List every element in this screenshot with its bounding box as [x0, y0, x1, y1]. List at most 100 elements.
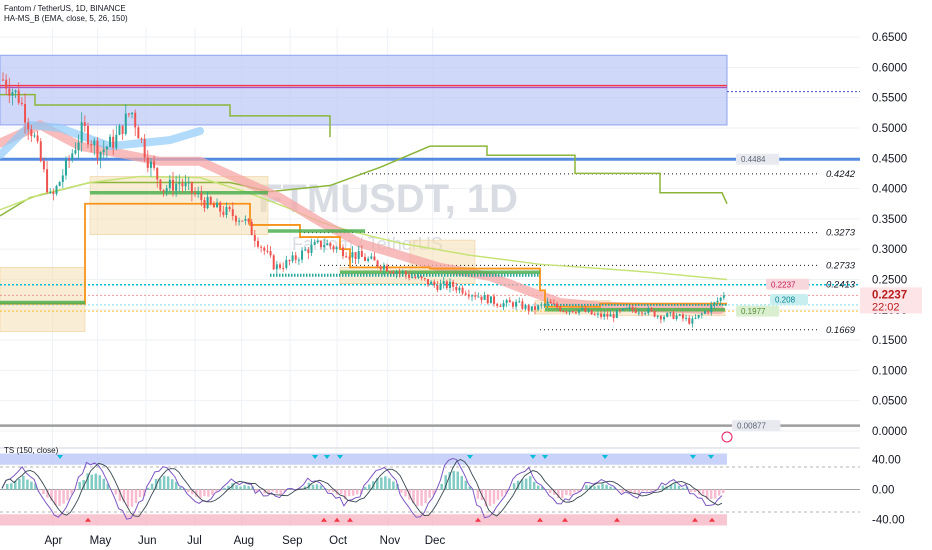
osc-histogram-bar — [150, 483, 154, 490]
candle-body — [137, 127, 140, 139]
level-label-box — [736, 153, 780, 165]
osc-axis-label: -40.00 — [872, 515, 905, 527]
candle-body — [694, 317, 697, 319]
time-axis-label: Sep — [282, 535, 302, 547]
price-axis-label: 0.1500 — [872, 335, 907, 347]
candle-body — [455, 286, 458, 291]
candle-body — [46, 169, 49, 193]
time-axis-label: Apr — [44, 535, 62, 547]
candle-body — [234, 216, 237, 222]
candle-body — [590, 310, 593, 315]
candle-body — [33, 135, 36, 137]
candle-body — [423, 278, 426, 280]
osc-histogram-bar — [170, 479, 174, 490]
candle-body — [502, 303, 505, 307]
osc-histogram-bar — [496, 489, 500, 500]
candle-body — [480, 296, 483, 300]
candle-body — [2, 79, 4, 81]
candle-body — [505, 300, 508, 304]
osc-histogram-bar — [456, 471, 460, 490]
candle-body — [357, 251, 360, 259]
osc-histogram-bar — [263, 489, 266, 494]
candle-body — [360, 251, 363, 257]
osc-histogram-bar — [303, 486, 307, 490]
candle-body — [364, 256, 366, 261]
candle-body — [68, 159, 71, 161]
candle-body — [140, 138, 143, 140]
price-axis-label: 0.3500 — [872, 214, 907, 226]
osc-buy-marker — [475, 517, 481, 522]
candle-body — [181, 183, 184, 187]
candle-body — [178, 183, 181, 185]
price-axis-label: 0.0500 — [872, 396, 907, 408]
candle-body — [644, 313, 647, 315]
osc-histogram-bar — [355, 489, 359, 495]
candle-body — [146, 157, 149, 168]
candle-body — [159, 179, 162, 190]
time-axis-label: Oct — [329, 535, 348, 547]
time-axis-label: Nov — [380, 535, 401, 547]
osc-histogram-bar — [38, 489, 41, 491]
candle-body — [304, 249, 307, 251]
candle-body — [637, 312, 640, 314]
candle-body — [382, 265, 385, 270]
osc-histogram-bar — [331, 489, 335, 492]
osc-histogram-bar — [315, 484, 319, 490]
osc-histogram-bar — [524, 478, 528, 490]
osc-histogram-bar — [396, 484, 399, 490]
osc-histogram-bar — [46, 489, 49, 498]
osc-histogram-bar — [420, 489, 423, 506]
osc-histogram-bar — [178, 487, 182, 490]
trail-step-top — [0, 93, 331, 138]
osc-histogram-bar — [705, 489, 709, 500]
candle-body — [596, 313, 599, 315]
osc-histogram-bar — [207, 489, 210, 497]
last-price-value: 0.2237 — [872, 289, 907, 301]
candle-body — [310, 244, 313, 253]
osc-upper-zone — [0, 453, 727, 465]
osc-histogram-bar — [351, 489, 355, 496]
level-label-box — [736, 305, 780, 317]
osc-histogram-bar — [106, 483, 110, 490]
candle-body — [420, 276, 423, 279]
candle-body — [118, 125, 121, 135]
osc-histogram-bar — [347, 489, 351, 497]
candle-body — [404, 271, 407, 275]
osc-histogram-bar — [392, 481, 395, 490]
osc-histogram-bar — [162, 475, 166, 490]
candle-body — [530, 306, 533, 311]
candle-body — [659, 315, 662, 320]
osc-histogram-bar — [464, 480, 468, 490]
osc-histogram-bar — [468, 486, 472, 490]
candle-body — [656, 315, 659, 317]
osc-sell-marker — [324, 455, 330, 459]
supply-zone — [0, 54, 728, 126]
osc-histogram-bar — [581, 489, 584, 491]
osc-lower-zone — [0, 514, 727, 526]
osc-histogram-bar — [565, 489, 568, 496]
candle-body — [527, 305, 530, 311]
candle-body — [231, 209, 234, 217]
osc-histogram-bar — [649, 489, 653, 492]
osc-histogram-bar — [275, 489, 279, 494]
candle-body — [540, 304, 543, 306]
candle-body — [93, 140, 96, 146]
candle-body — [250, 221, 253, 236]
osc-histogram-bar — [404, 489, 407, 497]
candle-body — [448, 281, 451, 289]
candle-body — [439, 283, 442, 290]
candle-body — [496, 303, 499, 306]
osc-histogram-bar — [82, 480, 85, 490]
osc-sell-marker — [312, 455, 318, 459]
osc-histogram-bar — [283, 489, 287, 492]
osc-sell-marker — [542, 455, 548, 459]
level-label-text: 0.00877 — [737, 422, 766, 431]
candle-body — [17, 90, 20, 103]
candle-body — [710, 305, 713, 313]
osc-histogram-bar — [166, 476, 170, 490]
osc-histogram-bar — [22, 475, 25, 490]
osc-histogram-bar — [613, 487, 616, 490]
candle-body — [206, 196, 209, 209]
osc-histogram-bar — [585, 485, 588, 490]
